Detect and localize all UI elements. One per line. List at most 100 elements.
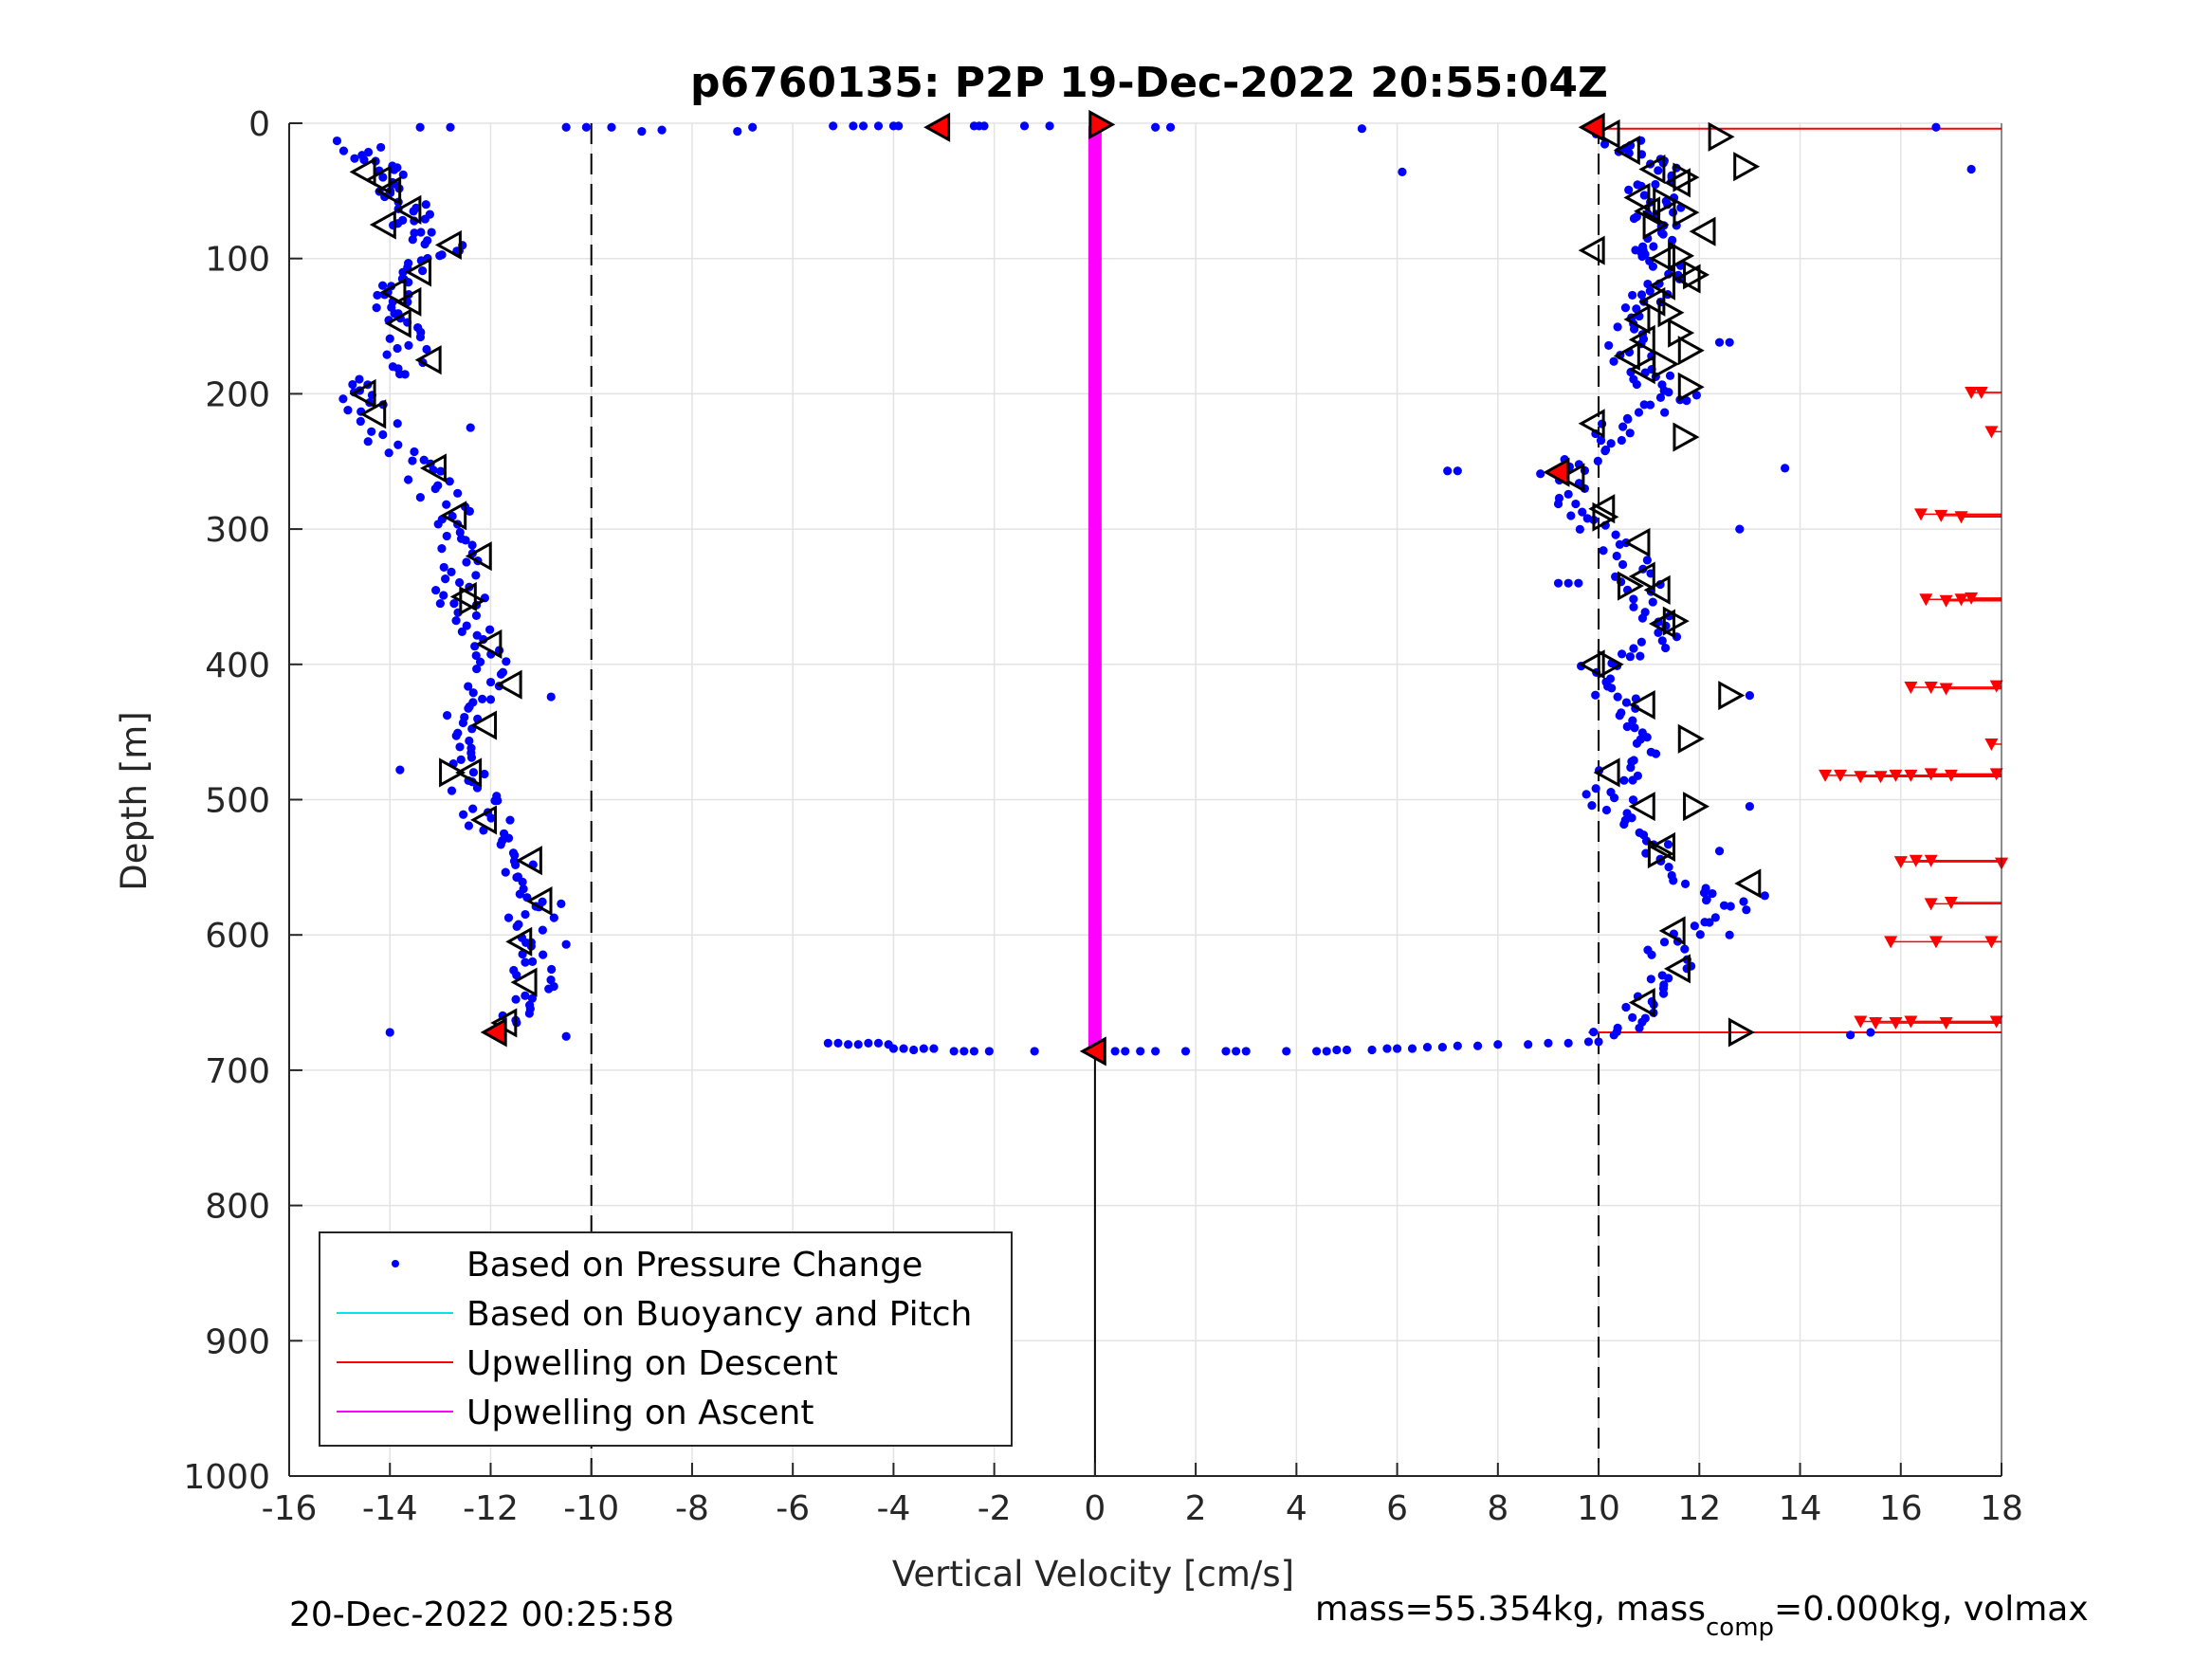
pressure-dot-descent (377, 281, 388, 290)
pressure-dot-ascent (1634, 408, 1644, 417)
pressure-dot-descent (442, 531, 451, 541)
pressure-dot (1553, 578, 1563, 588)
pressure-dot (557, 899, 566, 908)
legend-entry-ascent: Upwelling on Ascent (466, 1394, 814, 1432)
pressure-dot-descent (539, 950, 548, 959)
triangle-marker-left (1593, 118, 1620, 149)
descent-upwelling-marker (1919, 593, 1933, 607)
pressure-dot (1524, 1040, 1533, 1049)
legend-box (319, 1231, 1013, 1447)
pressure-dot-ascent (1612, 551, 1621, 561)
triangle-marker-right (1653, 187, 1680, 217)
pressure-dot-descent (465, 506, 474, 517)
pressure-dot-descent (546, 975, 556, 985)
pressure-dot (1745, 802, 1755, 811)
descent-upwelling-marker (1924, 682, 1938, 695)
pressure-dot-ascent (1536, 469, 1545, 479)
pressure-dot-ascent (1691, 391, 1702, 400)
pressure-dot-descent (332, 136, 342, 146)
pressure-dot-descent (449, 599, 459, 609)
pressure-dot-descent (415, 492, 425, 502)
pressure-dot-ascent (1630, 723, 1639, 733)
triangle-marker-right (1662, 606, 1690, 636)
pressure-dot-descent (408, 235, 417, 245)
triangle-marker-left (1658, 916, 1686, 946)
triangle-marker-left (505, 926, 533, 957)
pressure-dot-descent (447, 786, 457, 795)
pressure-dot-ascent (1629, 602, 1638, 611)
descent-upwelling-marker (1904, 1015, 1918, 1029)
x-tick-label: -12 (463, 1489, 519, 1528)
pressure-dot (1110, 1047, 1120, 1056)
pressure-dot-ascent (1648, 262, 1658, 271)
descent-upwelling-marker (1914, 508, 1929, 521)
pressure-dot-ascent (1625, 652, 1635, 662)
pressure-dot-ascent (1607, 684, 1617, 693)
pressure-dot (899, 1044, 908, 1053)
footer-mass-rest: =0.000kg, volmax (1774, 1590, 2089, 1629)
pressure-dot-descent (455, 527, 465, 538)
descent-upwelling-marker (1954, 593, 1968, 607)
pressure-dot-ascent (1645, 286, 1654, 296)
pressure-dot (853, 1040, 863, 1049)
pressure-dot-ascent (1600, 447, 1610, 456)
pressure-dot-ascent (1657, 636, 1667, 646)
x-tick-label: 2 (1185, 1489, 1207, 1528)
pressure-dot (1121, 1047, 1130, 1056)
pressure-dot-surface (1019, 121, 1030, 131)
pressure-dot (561, 1031, 571, 1041)
pressure-dot (1221, 1047, 1231, 1056)
pressure-dot-descent (435, 251, 445, 261)
pressure-dot (929, 1044, 939, 1053)
triangle-marker-left (515, 846, 542, 876)
pressure-dot-descent (521, 909, 530, 920)
pressure-dot-ascent (1654, 166, 1663, 175)
pressure-dot-descent (373, 290, 382, 301)
triangle-marker-red (923, 112, 951, 142)
chart-title: p6760135: P2P 19-Dec-2022 20:55:04Z (690, 59, 1608, 107)
pressure-dot (546, 692, 556, 702)
pressure-dot (960, 1047, 969, 1056)
pressure-dot-descent (415, 332, 426, 342)
pressure-dot-descent (503, 913, 514, 922)
pressure-dot (1493, 1040, 1503, 1049)
pressure-dot-ascent (1708, 888, 1717, 899)
pressure-dot-ascent (1625, 428, 1635, 438)
pressure-dot-descent (475, 657, 485, 666)
pressure-dot-descent (462, 557, 471, 567)
triangle-marker-left (1638, 154, 1666, 185)
pressure-dot-descent (490, 796, 500, 806)
pressure-dot-descent (464, 821, 474, 830)
pressure-dot-descent (363, 437, 373, 447)
pressure-dot-ascent (1624, 185, 1634, 194)
pressure-dot-surface (733, 126, 742, 137)
pressure-dot-ascent (1645, 400, 1655, 410)
pressure-dot-descent (384, 448, 393, 458)
pressure-dot-descent (512, 872, 521, 883)
pressure-dot (1367, 1045, 1377, 1055)
pressure-dot-descent (527, 994, 537, 1003)
triangle-marker-left (394, 194, 422, 225)
descent-upwelling-marker (1889, 1016, 1903, 1030)
triangle-marker-right (1592, 501, 1619, 532)
pressure-dot-ascent (1742, 905, 1751, 915)
triangle-marker-left (1689, 216, 1716, 246)
pressure-dot (1594, 1037, 1603, 1047)
pressure-dot-descent (393, 440, 403, 449)
triangle-marker-left (419, 453, 447, 483)
pressure-dot (1745, 691, 1755, 701)
footer-mass-info: mass=55.354kg, masscomp=0.000kg, volmax (1315, 1590, 2089, 1642)
triangle-marker-right (1673, 422, 1700, 452)
pressure-dot-surface (1931, 122, 1941, 132)
pressure-dot-ascent (1566, 511, 1576, 520)
pressure-dot-descent (511, 994, 521, 1004)
triangle-marker-left (1593, 757, 1620, 788)
pressure-dot (1180, 1047, 1191, 1056)
pressure-dot-descent (462, 621, 471, 630)
pressure-dot-ascent (1649, 242, 1658, 251)
triangle-marker-left (375, 175, 402, 206)
descent-upwelling-marker (1944, 896, 1958, 909)
pressure-dot-ascent (1695, 930, 1705, 939)
pressure-dot-ascent (1665, 371, 1675, 380)
pressure-dot (844, 1040, 853, 1049)
